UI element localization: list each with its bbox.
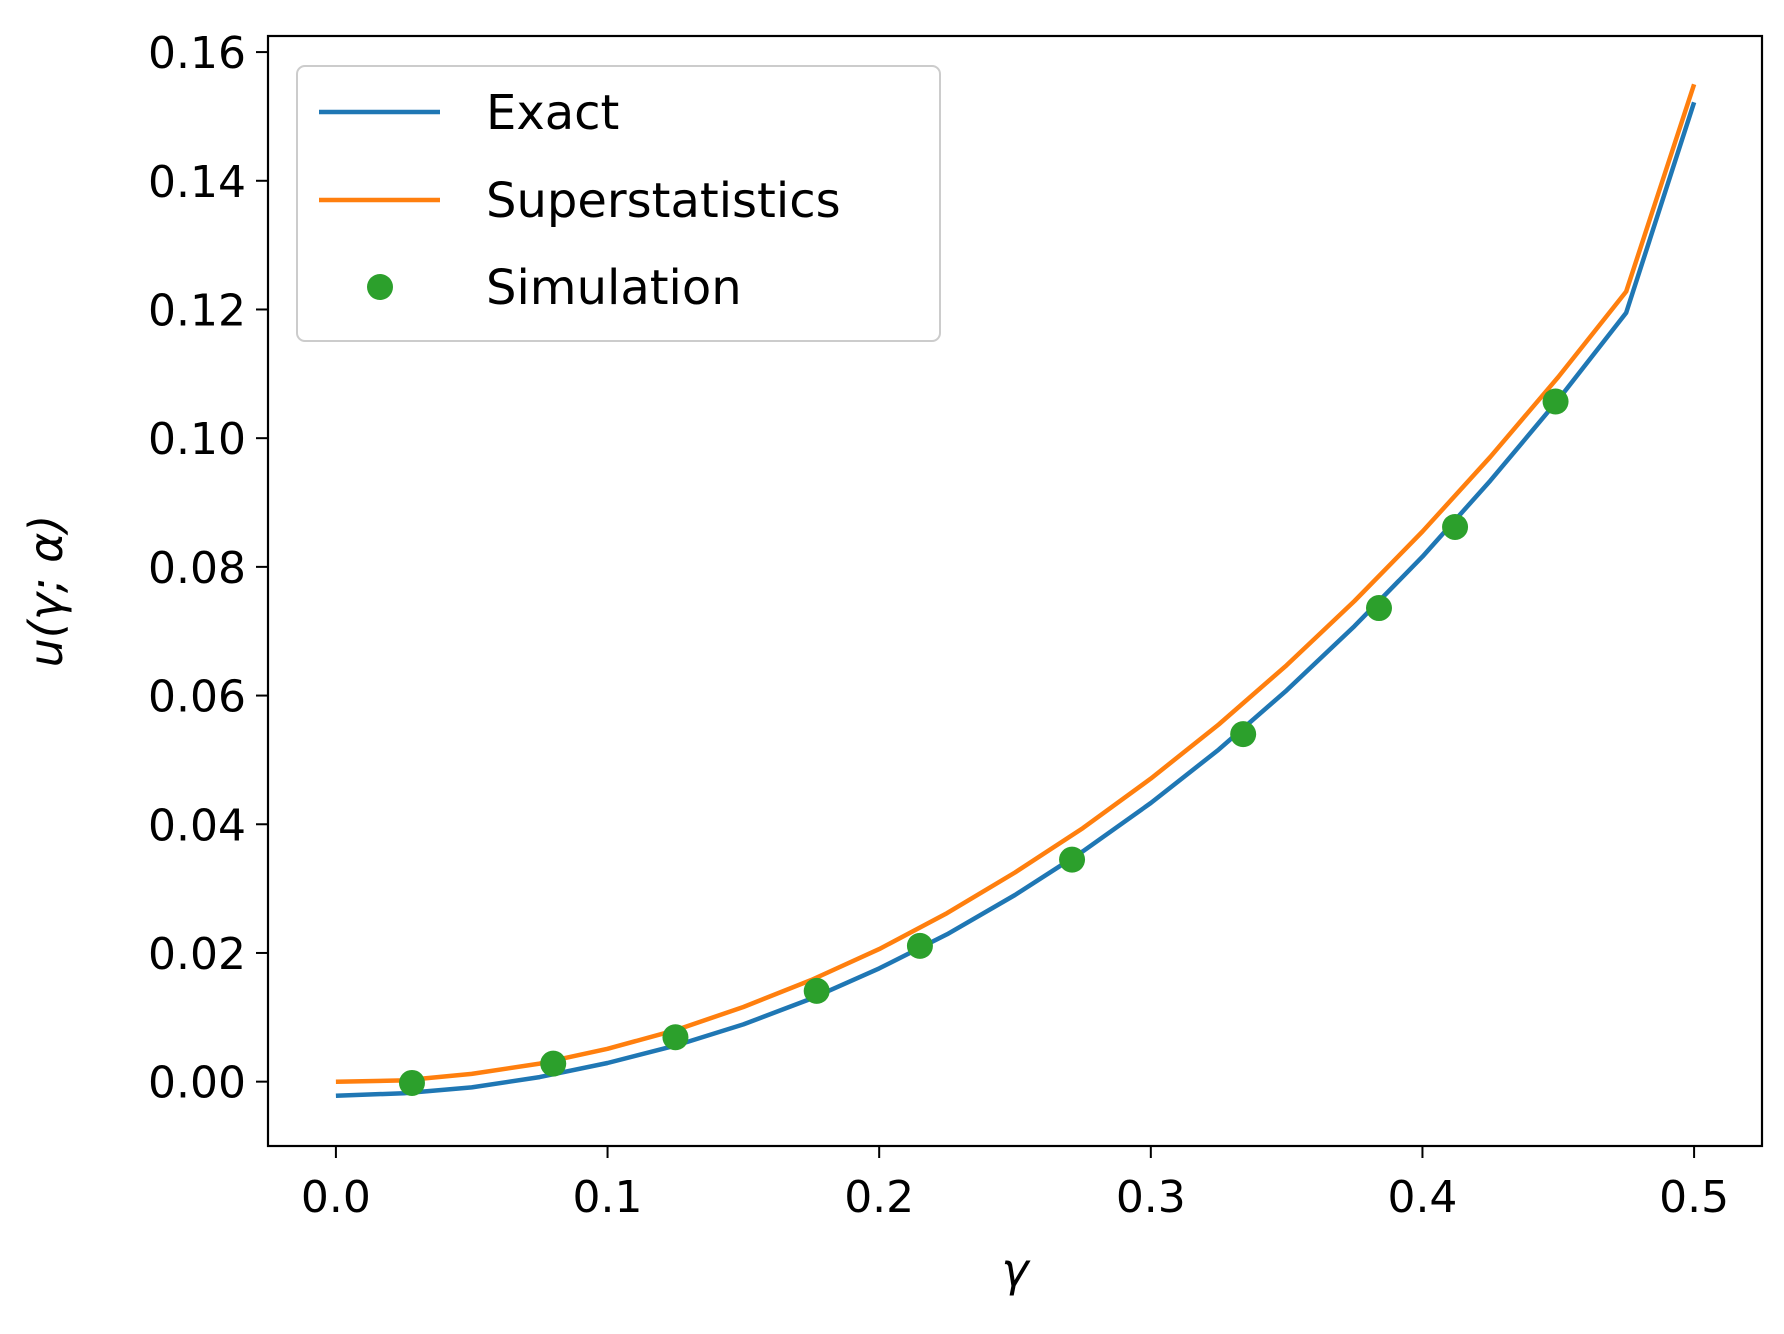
data-point-simulation: [1542, 388, 1569, 415]
data-point-simulation: [398, 1069, 425, 1096]
data-point-simulation: [1230, 721, 1257, 748]
x-tick-label: 0.3: [1116, 1172, 1186, 1223]
data-point-simulation: [803, 977, 830, 1004]
data-point-simulation: [1442, 513, 1469, 540]
y-tick-label: 0.10: [148, 414, 246, 465]
data-point-simulation: [1365, 595, 1392, 622]
data-point-simulation: [662, 1024, 689, 1051]
y-tick-label: 0.08: [148, 543, 246, 594]
y-axis: 0.00 0.02 0.04 0.06 0.08 0.10 0.12 0.14 0.16: [148, 28, 268, 1109]
y-tick-label: 0.00: [148, 1058, 246, 1109]
y-tick-label: 0.02: [148, 929, 246, 980]
y-tick-label: 0.16: [148, 28, 246, 79]
y-tick-label: 0.12: [148, 285, 246, 336]
legend-swatch-simulation: [367, 274, 393, 300]
legend-box: [296, 65, 941, 342]
data-point-simulation: [1059, 846, 1086, 873]
legend: Exact Superstatistics Simulation: [296, 65, 941, 342]
x-tick-label: 0.5: [1659, 1172, 1729, 1223]
x-axis-label: γ: [1001, 1243, 1031, 1297]
x-axis: 0.0 0.1 0.2 0.3 0.4 0.5: [301, 1146, 1729, 1223]
x-tick-label: 0.0: [301, 1172, 371, 1223]
x-tick-label: 0.1: [573, 1172, 643, 1223]
y-tick-label: 0.04: [148, 800, 246, 851]
series-layer: [335, 83, 1697, 1099]
legend-label-superstatistics: Superstatistics: [486, 173, 841, 229]
legend-label-exact: Exact: [486, 85, 619, 141]
data-point-simulation: [540, 1050, 567, 1077]
x-tick-label: 0.4: [1387, 1172, 1457, 1223]
y-tick-label: 0.14: [148, 157, 246, 208]
plot-frame: [266, 34, 1764, 1148]
legend-label-simulation: Simulation: [486, 260, 742, 316]
x-tick-label: 0.2: [844, 1172, 914, 1223]
y-axis-label: u(γ; α): [19, 515, 73, 668]
y-tick-label: 0.06: [148, 672, 246, 723]
legend-items: Exact Superstatistics Simulation: [319, 85, 841, 316]
data-point-simulation: [906, 932, 933, 959]
